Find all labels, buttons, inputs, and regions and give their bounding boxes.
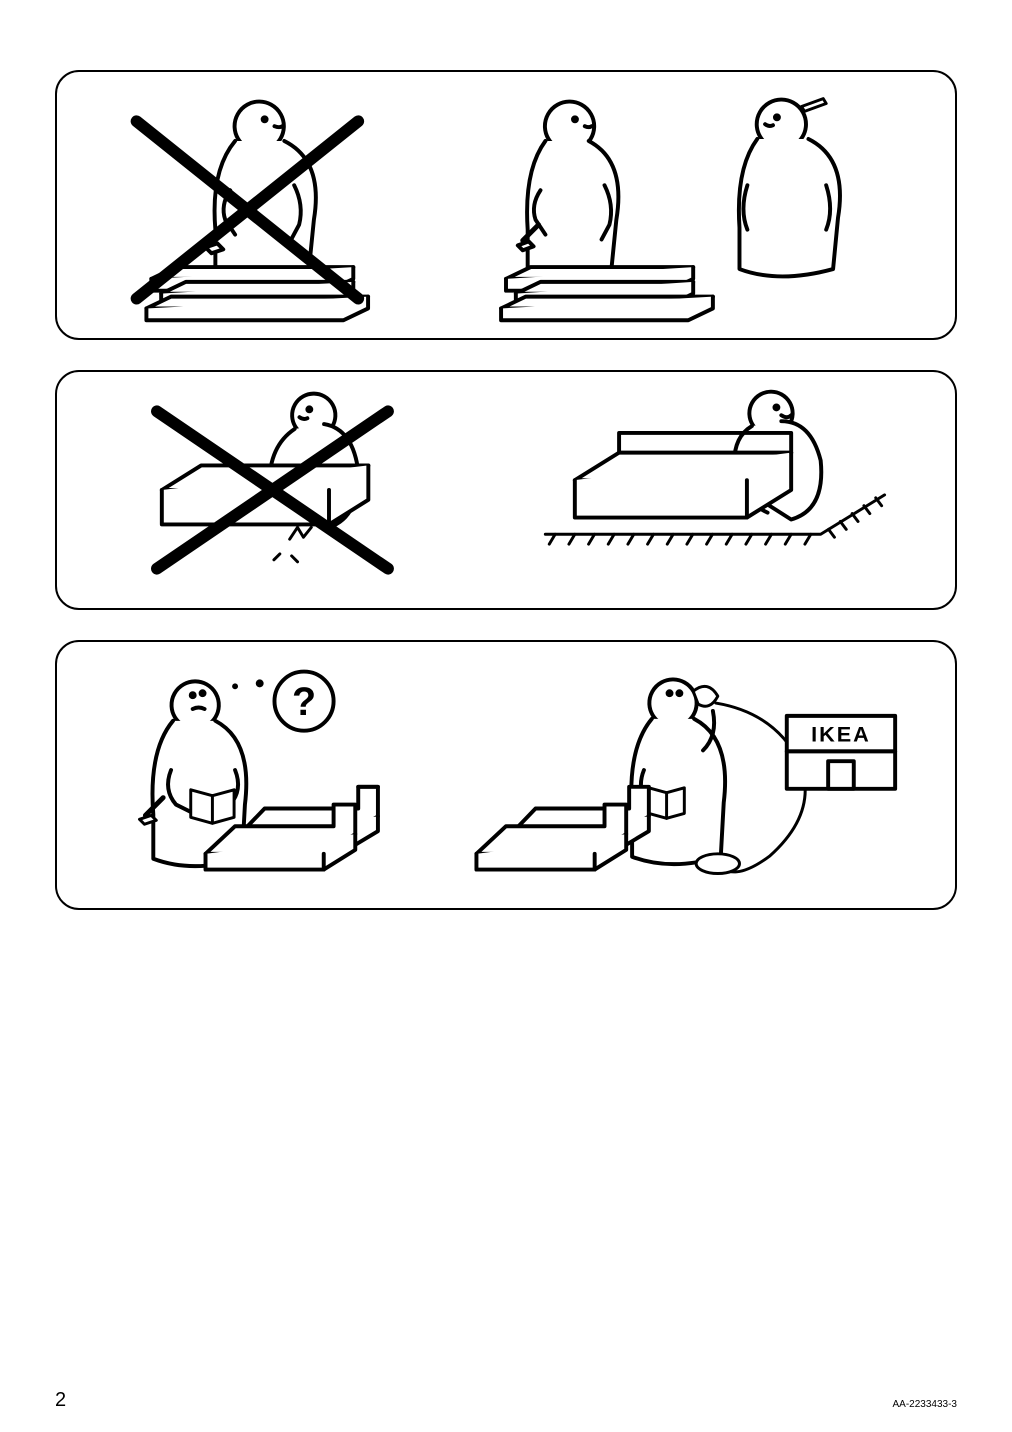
panel2-svg	[57, 372, 955, 608]
panel-call-ikea: ?	[55, 640, 957, 910]
store-label: IKEA	[811, 722, 871, 747]
scene-confused: ?	[140, 672, 378, 870]
page-number: 2	[55, 1389, 66, 1412]
document-code: AA-2233433-3	[893, 1399, 958, 1410]
ikea-store-icon: IKEA	[787, 716, 895, 789]
panel1-svg	[57, 72, 955, 338]
scene-carpet	[545, 392, 884, 544]
scene-two-people	[501, 99, 840, 321]
panel-use-carpet	[55, 370, 957, 610]
scene-call-store: IKEA	[476, 679, 895, 873]
page: ?	[0, 0, 1012, 1432]
panel-two-people	[55, 70, 957, 340]
question-mark-icon: ?	[292, 680, 316, 724]
panel3-svg: ?	[57, 642, 955, 908]
